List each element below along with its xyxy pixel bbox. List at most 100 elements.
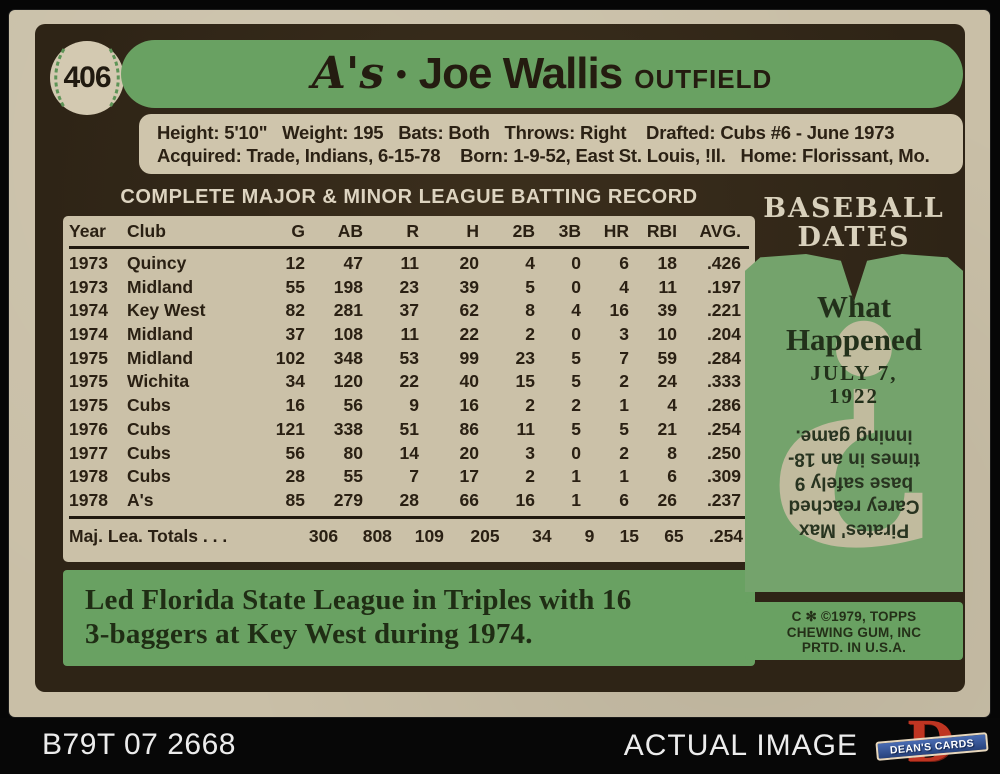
stats-cell: 6 [619, 253, 629, 273]
stats-cell: 7 [619, 347, 629, 368]
stats-cell: 5 [571, 347, 581, 368]
stats-cell: 5 [571, 418, 581, 439]
highlight-note-line-1: Led Florida State League in Triples with… [85, 584, 632, 616]
stats-cell: 8 [667, 442, 677, 463]
stats-cell: 39 [459, 276, 479, 297]
stats-cell: 1 [571, 489, 581, 510]
stats-cell: 1975 [69, 371, 108, 392]
stats-cell: AB [337, 221, 363, 241]
stats-cell: 0 [571, 442, 581, 463]
stats-cell: 808 [362, 526, 392, 546]
copyright-line: CHEWING GUM, INC [786, 624, 922, 640]
stats-cell: 16 [285, 395, 305, 416]
baseball-dates-panel: ? What Happened JULY 7, 1922 Pirates' Ma… [745, 254, 963, 592]
stats-cell: 2 [525, 395, 535, 416]
stats-cell: 53 [399, 347, 419, 368]
stats-cell: 4 [571, 300, 581, 321]
stats-cell: 8 [525, 300, 535, 321]
stats-cell: 11 [400, 324, 420, 345]
stats-cell: 86 [459, 418, 479, 439]
stats-cell: 306 [308, 526, 339, 546]
stats-cell: 1 [571, 466, 581, 487]
what-line-1: What [816, 289, 892, 324]
footer-bar: B79T 07 2668 ACTUAL IMAGE D DEAN'S CARDS [0, 714, 1000, 773]
trivia-date-line-1: JULY 7, [810, 361, 898, 385]
stats-cell: 1978 [69, 466, 108, 487]
stats-table-body: 1973 Quincy 12 47 11 20 4 0 6 18.426 1973 Midland 55… [69, 249, 749, 516]
card-inner-panel: 406 A's • Joe Wallis OUTFIELD Height: 5'… [35, 24, 965, 692]
stats-cell: 51 [399, 418, 419, 439]
stats-cell: Midland [127, 276, 194, 297]
baseball-dates-title-line-2: DATES [797, 222, 911, 253]
stats-cell: .286 [706, 395, 741, 416]
stats-cell: 3B [558, 221, 581, 241]
stats-cell: 109 [414, 526, 444, 546]
stats-cell: 10 [657, 324, 677, 345]
name-banner: A's • Joe Wallis OUTFIELD [121, 40, 963, 108]
stats-cell: .309 [706, 466, 741, 487]
stats-cell: 12 [285, 253, 305, 273]
stats-cell: .254 [706, 418, 741, 439]
stats-cell: 5 [525, 276, 535, 297]
stats-cell: 56 [285, 442, 305, 463]
stats-cell: .237 [706, 489, 741, 510]
team-name: A's [311, 48, 385, 99]
stats-cell: 198 [333, 276, 363, 297]
stats-cell: 0 [571, 276, 581, 297]
stats-row: 1973 Quincy 12 47 11 20 4 0 6 18 .426 [69, 252, 749, 276]
stats-cell: 0 [571, 253, 581, 273]
logo-ribbon-banner: DEAN'S CARDS [875, 731, 989, 761]
stats-cell: 348 [333, 347, 363, 368]
deans-cards-logo[interactable]: D DEAN'S CARDS [875, 714, 990, 772]
stats-cell: 6 [619, 489, 629, 510]
stats-cell: 82 [285, 300, 305, 321]
trivia-answer-line: inning game. [795, 425, 913, 447]
stats-cell: 20 [459, 253, 479, 273]
stats-cell: 0 [571, 324, 581, 345]
stats-cell: 1 [619, 395, 629, 416]
stats-cell: .197 [706, 276, 741, 297]
trivia-date: JULY 7, 1922 [745, 362, 963, 408]
stats-cell: Key West [127, 300, 206, 321]
stats-cell: 9 [409, 395, 419, 416]
stats-row: 1974 Key West 82 281 37 62 8 4 16 39 .221 [69, 299, 749, 323]
stats-cell: 59 [657, 347, 677, 368]
stats-cell: 108 [333, 324, 363, 345]
stats-row: 1978 A's 85 279 28 66 16 1 6 26.237 [69, 489, 749, 513]
highlight-note: Led Florida State League in Triples with… [63, 570, 755, 666]
trivia-answer-line: times in an 18- [788, 449, 920, 470]
stats-cell: 22 [459, 324, 479, 345]
stats-cell: 47 [343, 253, 363, 273]
stats-cell: 15 [515, 371, 535, 392]
stats-cell: H [466, 221, 479, 241]
player-position: OUTFIELD [634, 64, 773, 94]
stats-cell: Club [127, 221, 166, 241]
stats-cell: HR [603, 221, 629, 241]
stats-cell: 3 [525, 442, 535, 463]
stats-cell: 102 [275, 347, 305, 368]
stats-header-row: Year Club G AB R H 2B 3B HR RBI AVG. [69, 216, 749, 249]
stats-cell: 26 [657, 489, 677, 510]
stats-cell: 4 [619, 276, 629, 297]
stats-cell: 1973 [69, 253, 108, 273]
stats-cell: 80 [343, 442, 363, 463]
stats-cell: .284 [706, 347, 741, 368]
stats-cell: Cubs [127, 418, 171, 439]
stats-cell: Cubs [127, 466, 171, 487]
stats-cell: 5 [619, 418, 629, 439]
stats-cell: 1 [619, 466, 629, 487]
stats-cell: 21 [657, 418, 677, 439]
card-number-baseball: 406 [49, 40, 125, 116]
stats-cell: .221 [706, 300, 741, 321]
bio-box: Height: 5'10" Weight: 195 Bats: Both Thr… [139, 114, 963, 174]
stats-cell: 2B [512, 221, 535, 241]
stats-cell: 1974 [69, 324, 108, 345]
stats-cell: 7 [409, 466, 419, 487]
highlight-note-line-2: 3-baggers at Key West during 1974. [85, 618, 533, 650]
baseball-dates-title-line-1: BASEBALL [763, 193, 945, 224]
stats-cell: 99 [459, 347, 479, 368]
baseball-dates-title: BASEBALL DATES [741, 194, 967, 252]
stats-cell: Midland [127, 324, 194, 345]
stats-row: 1975 Cubs 16 56 9 16 2 2 1 4 .286 [69, 394, 749, 418]
stats-cell: 23 [399, 276, 419, 297]
